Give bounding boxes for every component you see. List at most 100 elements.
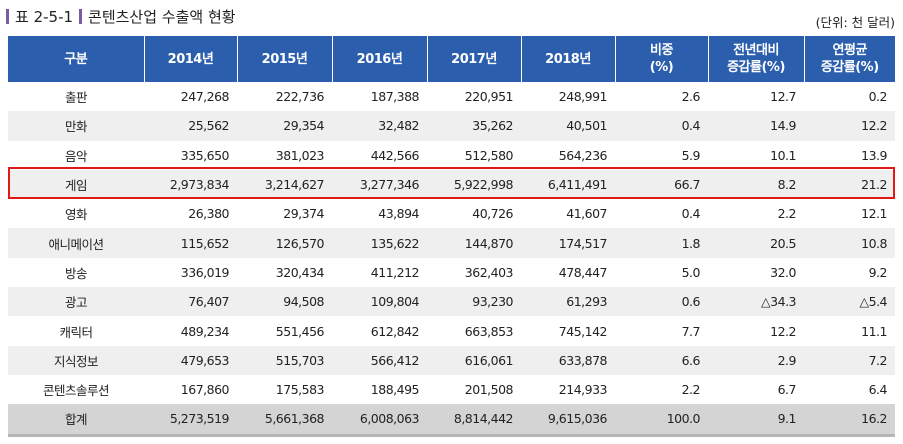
table-cell: 6,008,063 (332, 404, 427, 437)
table-cell: 10.8 (804, 228, 895, 258)
table-cell: 167,860 (180, 382, 230, 398)
table-cell: 551,456 (275, 323, 325, 339)
table-cell: 174,517 (521, 228, 615, 258)
table-cell: 188,495 (370, 382, 420, 398)
table-row: 영화 26,380 29,374 43,894 40,726 41,607 0.4 2.2 12… (8, 199, 895, 228)
table-cell: 222,736 (275, 89, 325, 105)
table-cell: 43,894 (378, 206, 419, 222)
table-cell: 32.0 (770, 264, 796, 280)
table-cell: 10.1 (770, 147, 796, 163)
table-cell: 9.2 (868, 264, 888, 280)
row-label: 영화 (64, 207, 88, 223)
table-cell: 9.1 (708, 404, 804, 437)
table-cell: 29,374 (283, 206, 324, 222)
table-cell: 381,023 (275, 147, 325, 163)
table-row: 지식정보 479,653 515,703 566,412 616,061 633,878 6… (8, 345, 895, 375)
column-header: 2018년 (520, 36, 615, 82)
table-cell: 76,407 (144, 287, 237, 317)
table-cell: 220,951 (464, 89, 514, 105)
title-bar-right (79, 9, 83, 24)
column-header: 구분 (8, 36, 144, 82)
table-cell: 0.6 (615, 287, 708, 317)
table-row: 출판 247,268 222,736 187,388 220,951 248,991 2.6… (8, 82, 895, 111)
table-cell: 26,380 (188, 206, 229, 222)
table-cell: 512,580 (464, 147, 514, 163)
unit-label: (단위: 천 달러) (815, 15, 895, 30)
column-header: 2016년 (331, 36, 427, 82)
table-cell: 2.6 (681, 89, 701, 105)
row-label: 방송 (64, 265, 88, 281)
table-row: 음악 335,650 381,023 442,566 512,580 564,236 5.9… (8, 141, 895, 170)
row-label: 게임 (8, 169, 144, 200)
table-cell: 442,566 (370, 147, 420, 163)
table-cell: 201,508 (464, 382, 514, 398)
table-cell: 93,230 (427, 287, 521, 317)
column-header: 비중 (%) (614, 36, 708, 82)
column-header: 2017년 (426, 36, 521, 82)
table-cell: 32,482 (332, 111, 427, 141)
table-cell: 40,501 (521, 111, 615, 141)
table-cell: 564,236 (558, 147, 608, 163)
total-row: 합계 5,273,519 5,661,368 6,008,063 8,814,442 9,… (8, 404, 895, 437)
table-cell: 2.2 (681, 382, 701, 398)
table-cell: 115,652 (144, 228, 237, 258)
row-label: 캐릭터 (59, 324, 93, 340)
table-cell: 7.7 (681, 323, 701, 339)
table-cell: 3,277,346 (332, 169, 427, 200)
table-cell: 20.5 (708, 228, 804, 258)
table-cell: 6.4 (868, 382, 888, 398)
table-cell: 478,447 (558, 264, 608, 280)
row-label: 음악 (64, 148, 88, 164)
row-label: 합계 (8, 404, 144, 437)
table-cell: 12.2 (770, 323, 796, 339)
table-cell: 566,412 (332, 345, 427, 375)
table-cell: 6.7 (777, 382, 797, 398)
table-row: 광고 76,407 94,508 109,804 93,230 61,293 0.6 △34.… (8, 287, 895, 317)
table-cell: 214,933 (558, 382, 608, 398)
table-cell: 0.4 (681, 206, 701, 222)
table-row: 애니메이션 115,652 126,570 135,622 144,870 174,517… (8, 228, 895, 258)
table-cell: 2.2 (777, 206, 797, 222)
table-cell: 40,726 (472, 206, 513, 222)
table-title: 표 2-5-1 콘텐츠산업 수출액 현황 (6, 6, 236, 27)
table-row: 캐릭터 489,234 551,456 612,842 663,853 745,142 7.… (8, 316, 895, 345)
table-cell: 6,411,491 (521, 169, 615, 200)
table-row: 콘텐츠솔루션 167,860 175,583 188,495 201,508 214,93… (8, 375, 895, 404)
row-label: 콘텐츠솔루션 (42, 383, 110, 399)
table-cell: 9,615,036 (521, 404, 615, 437)
table-cell: 616,061 (427, 345, 521, 375)
table-cell: 489,234 (180, 323, 230, 339)
table-row: 게임 2,973,834 3,214,627 3,277,346 5,922,998 6,… (8, 169, 895, 200)
table-cell: △34.3 (708, 287, 804, 317)
table-cell: 14.9 (708, 111, 804, 141)
table-cell: 175,583 (275, 382, 325, 398)
table-cell: 633,878 (521, 345, 615, 375)
table-cell: 66.7 (615, 169, 708, 200)
table-cell: 248,991 (558, 89, 608, 105)
header-row: 구분 2014년 2015년 2016년 2017년 2018년 비중 (%) 전년대비 증감… (8, 36, 895, 82)
table-cell: 5,922,998 (427, 169, 521, 200)
table-cell: 5.0 (681, 264, 701, 280)
table-cell: 126,570 (237, 228, 332, 258)
table-cell: 16.2 (804, 404, 895, 437)
table-cell: 12.1 (861, 206, 887, 222)
table-cell: 3,214,627 (237, 169, 332, 200)
table-cell: 1.8 (615, 228, 708, 258)
table-cell: 7.2 (804, 345, 895, 375)
table-cell: 479,653 (144, 345, 237, 375)
table-cell: 94,508 (237, 287, 332, 317)
table-cell: 0.4 (615, 111, 708, 141)
table-cell: 8.2 (708, 169, 804, 200)
table-cell: 663,853 (464, 323, 514, 339)
table-cell: 109,804 (332, 287, 427, 317)
table-cell: 12.2 (804, 111, 895, 141)
table-cell: 144,870 (427, 228, 521, 258)
table-cell: 411,212 (370, 264, 420, 280)
table-row: 방송 336,019 320,434 411,212 362,403 478,447 5.0… (8, 258, 895, 287)
table-cell: 8,814,442 (427, 404, 521, 437)
row-label: 애니메이션 (8, 228, 144, 258)
table-cell: 5,661,368 (237, 404, 332, 437)
table-cell: 515,703 (237, 345, 332, 375)
column-header: 2015년 (236, 36, 332, 82)
table-cell: 5,273,519 (144, 404, 237, 437)
